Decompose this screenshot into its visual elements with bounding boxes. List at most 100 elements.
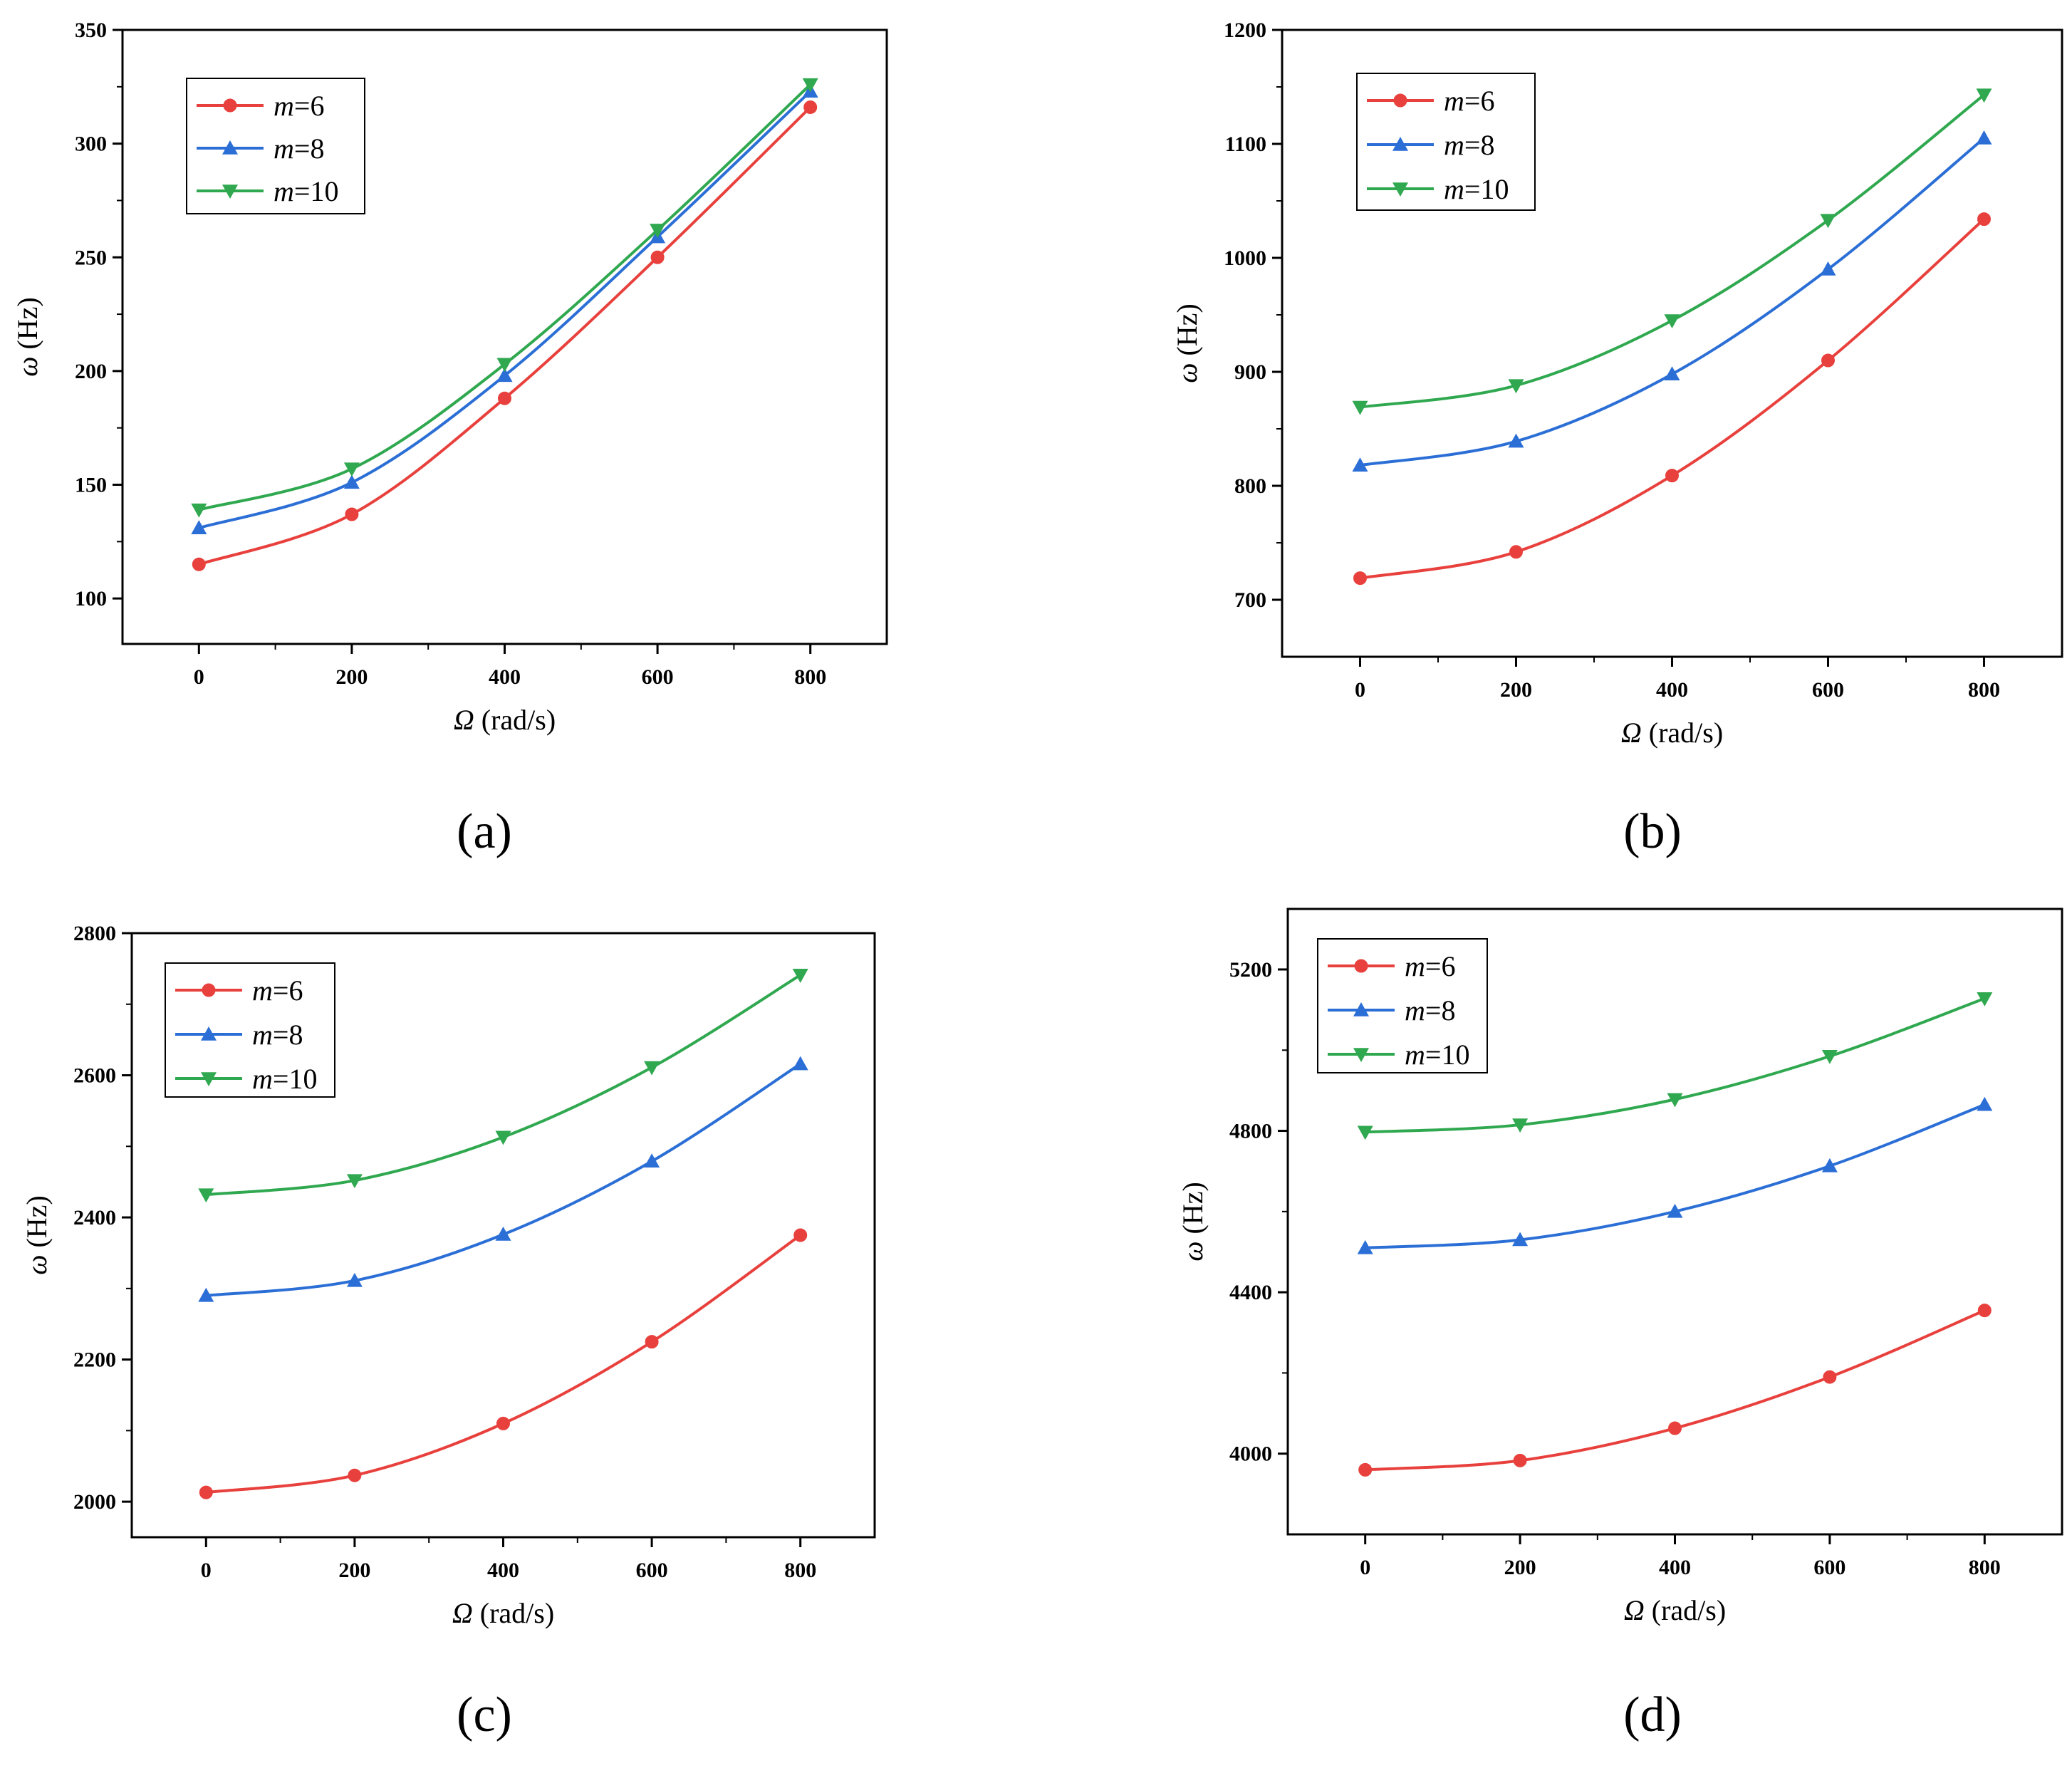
legend-label: m=8 (252, 1019, 303, 1051)
data-point (1664, 366, 1680, 380)
data-point (792, 969, 808, 983)
legend-label: m=6 (1444, 85, 1494, 117)
panel-label: (b) (1623, 804, 1682, 859)
y-axis-label: ω (Hz) (21, 1195, 53, 1275)
x-tick-label: 0 (1360, 1556, 1370, 1579)
data-point (644, 1061, 660, 1076)
data-point (192, 557, 206, 571)
y-tick-label: 4000 (1229, 1442, 1272, 1466)
y-tick-label: 800 (1234, 474, 1266, 498)
data-point (803, 100, 818, 115)
data-point (645, 1335, 659, 1349)
y-tick-label: 4400 (1229, 1281, 1272, 1304)
data-point (495, 1130, 511, 1145)
y-tick-label: 350 (75, 19, 107, 42)
legend-label: m=8 (1405, 994, 1455, 1026)
x-tick-label: 800 (784, 1559, 816, 1582)
y-tick-label: 2400 (73, 1206, 116, 1229)
y-tick-label: 2800 (73, 922, 116, 945)
data-point (1976, 88, 1992, 103)
data-point (343, 462, 360, 477)
x-tick-label: 200 (1500, 678, 1532, 702)
data-point (802, 78, 818, 93)
data-point (199, 1485, 213, 1499)
y-tick-label: 5200 (1229, 958, 1272, 982)
y-tick-label: 2200 (73, 1348, 116, 1372)
data-point (1977, 992, 1993, 1007)
x-axis-label: Ω (rad/s) (1621, 717, 1723, 749)
data-point (498, 391, 511, 405)
legend-label: m=6 (1405, 950, 1455, 982)
series-line-m6 (1360, 218, 1985, 580)
data-point (1977, 1304, 1992, 1318)
x-axis-label: Ω (rad/s) (1624, 1594, 1726, 1626)
y-tick-label: 2000 (73, 1490, 116, 1514)
legend-box (165, 962, 335, 1098)
data-point (1667, 1203, 1683, 1218)
legend-label: m=10 (1444, 173, 1509, 205)
x-axis-label: Ω (rad/s) (452, 1597, 554, 1629)
data-point (793, 1228, 808, 1242)
y-axis-label: ω (Hz) (1171, 303, 1203, 383)
data-point (792, 1056, 808, 1071)
data-point (1667, 1093, 1683, 1108)
x-tick-label: 400 (1659, 1556, 1691, 1579)
x-tick-label: 200 (1504, 1556, 1536, 1579)
series-line-m8 (198, 90, 812, 530)
y-tick-label: 2600 (73, 1064, 116, 1088)
chart-panel-d: 0 200 400 600 800 4000 4400 4800 5200 Ω (rad/s) ω … (1177, 908, 2063, 1742)
x-axis-label: Ω (rad/s) (454, 704, 556, 736)
data-point (650, 250, 665, 264)
data-point (650, 224, 666, 238)
data-point (1512, 1232, 1529, 1247)
y-axis-label: ω (Hz) (1177, 1182, 1209, 1262)
legend-label: m=10 (1405, 1039, 1469, 1071)
legend-label: m=8 (1444, 129, 1494, 161)
chart-panel-b: 0 200 400 600 800 700 800 900 1000 1100 1200 Ω (rad… (1171, 19, 2063, 859)
series-line-m8 (1365, 1103, 1986, 1249)
legend-marker (1392, 137, 1408, 151)
data-point (1512, 1118, 1529, 1133)
x-tick-label: 600 (636, 1559, 668, 1582)
x-tick-label: 600 (1812, 678, 1844, 702)
data-point (1820, 261, 1836, 276)
legend-box (1317, 938, 1488, 1073)
data-point (1352, 400, 1368, 415)
x-tick-label: 800 (1969, 1556, 2001, 1579)
y-tick-label: 1000 (1224, 246, 1266, 270)
x-tick-label: 400 (1656, 678, 1688, 702)
y-tick-label: 1200 (1224, 19, 1266, 42)
data-point (1508, 433, 1524, 448)
x-tick-label: 200 (335, 665, 368, 689)
data-point (1821, 353, 1835, 368)
legend-marker (201, 1026, 217, 1041)
data-point (1665, 469, 1679, 483)
data-point (198, 1188, 214, 1203)
y-tick-label: 200 (75, 360, 107, 383)
y-tick-label: 150 (75, 474, 107, 497)
panel-label: (d) (1623, 1688, 1682, 1742)
data-point (198, 1287, 214, 1302)
legend-label: m=8 (274, 132, 324, 165)
y-tick-label: 4800 (1229, 1120, 1272, 1143)
x-tick-label: 600 (1813, 1556, 1845, 1579)
legend-marker (201, 1072, 217, 1086)
legend-marker (1353, 1002, 1369, 1016)
data-point (1664, 314, 1680, 328)
data-point (1976, 130, 1992, 145)
data-point (1352, 457, 1368, 472)
legend-marker (222, 184, 238, 199)
data-point (1820, 214, 1836, 229)
panel-label: (c) (457, 1688, 512, 1742)
data-point (1353, 571, 1367, 586)
legend-marker (1354, 959, 1368, 973)
legend-label: m=10 (252, 1063, 317, 1095)
series-line-m6 (1365, 1309, 1986, 1472)
series-line-m8 (1360, 137, 1985, 467)
data-point (495, 1227, 511, 1241)
series-line-m8 (206, 1062, 801, 1297)
x-tick-label: 800 (1968, 678, 2000, 702)
chart-panel-a: 0 200 400 600 800 100 150 200 250 300 350 Ω (rad/s)… (11, 19, 888, 859)
y-tick-label: 700 (1234, 588, 1266, 612)
